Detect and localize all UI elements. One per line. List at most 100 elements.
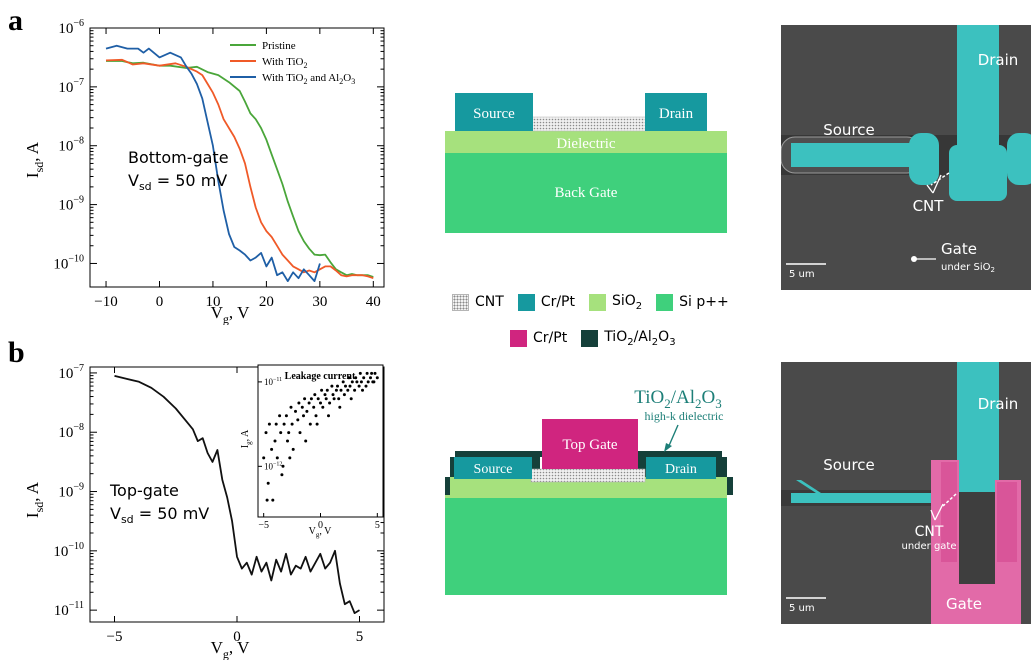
inset-point (370, 371, 374, 375)
plot-b-xtick-label: 0 (233, 629, 241, 645)
schematic-top-gate: Top Gate Source Drain TiO2/Al2O3 high-k … (445, 387, 733, 595)
sem-b-source-spur (796, 480, 821, 493)
inset-point (282, 422, 286, 426)
plot-a-series-2-line (105, 44, 321, 283)
sem-b-cnt-label: CNT (915, 524, 944, 540)
plot-b-ylabel: Isd, A (23, 481, 46, 518)
inset-point (327, 414, 330, 418)
inset-point (265, 498, 269, 502)
legend-topgate-crpt-label: Cr/Pt (533, 330, 568, 347)
plot-a-ytick-label: 10−6 (58, 18, 84, 37)
inset-point (324, 397, 328, 401)
cnt-swatch (452, 293, 469, 311)
schematic-b-highk-note: high-k dielectric (645, 409, 724, 423)
sem-b-source-trace (791, 493, 941, 503)
legend-crpt-label: Cr/Pt (540, 294, 575, 311)
inset-point (287, 431, 291, 435)
inset-leakage-content: −5 0 5 10−11 10−12 (257, 364, 384, 531)
inset-point (284, 414, 288, 418)
panel-letter-b: b (8, 336, 25, 369)
inset-point (325, 388, 329, 392)
plot-b-xlabel: Vg, V (211, 638, 250, 660)
schematic-b-topgate-label: Top Gate (562, 437, 618, 453)
plot-a-axes-frame (89, 27, 385, 288)
inset-point (281, 464, 285, 468)
inset-point (288, 456, 292, 460)
inset-point (291, 447, 295, 451)
inset-point (348, 384, 352, 388)
back-gate-layer (445, 153, 727, 233)
plot-a-xtick-label: −10 (94, 294, 117, 310)
plot-bottom-gate-content: −10 0 10 20 30 40 10−10 10−9 10−8 10−7 10−6 (53, 18, 385, 310)
sem-a-cnt-label: CNT (913, 197, 945, 215)
highk-swatch (581, 329, 599, 347)
source-electrode-b (454, 457, 532, 479)
inset-point (364, 384, 368, 388)
inset-point (274, 422, 278, 426)
inset-point (320, 388, 324, 392)
inset-point (308, 422, 312, 426)
plot-a-xtick-label: 40 (366, 294, 381, 310)
dielectric-layer (445, 131, 727, 153)
inset-point (270, 447, 274, 451)
inset-point (353, 388, 357, 392)
plot-a-series-0-line (106, 60, 374, 278)
inset-ylabel: Ig, A (240, 429, 253, 448)
schematic-a-source-label: Source (473, 106, 515, 122)
sem-a-source-trace (791, 143, 911, 167)
schematic-b-drain-label: Drain (665, 462, 697, 477)
sem-a-drain-label: Drain (978, 51, 1019, 69)
inset-point (349, 397, 353, 401)
sem-b-gate-gap (959, 492, 995, 584)
plot-a-ytick-label: 10−10 (53, 253, 84, 272)
inset-point (302, 414, 305, 418)
cnt-channel-b (530, 468, 646, 483)
cnt-channel (530, 116, 648, 132)
sem-a-source-pad (909, 133, 939, 185)
inset-point (290, 422, 294, 426)
inset-point (365, 371, 369, 375)
plot-a-xlabel: Vg, V (211, 303, 250, 325)
top-gate-electrode (542, 419, 638, 469)
inset-point (304, 439, 308, 443)
topgate-crpt-swatch (510, 329, 527, 347)
sem-b-cnt-note: under gate (901, 541, 956, 552)
inset-point (273, 439, 277, 443)
inset-leakage-current: −5 0 5 10−11 10−12 Leakage current Vg, V Ig,… (240, 364, 384, 539)
substrate-layer-b (445, 498, 727, 595)
schematic-a-dielectric-label: Dielectric (556, 136, 615, 152)
inset-point (305, 409, 309, 413)
schematic-b-highk-arrowhead (664, 443, 672, 452)
legend-si-label: Si p++ (679, 294, 729, 311)
plot-a-legend: Pristine With TiO2 With TiO2 and Al2O3 (230, 40, 355, 86)
plot-a-ytick-label: 10−9 (58, 195, 84, 214)
inset-point (321, 405, 325, 409)
inset-point (373, 371, 377, 375)
inset-point (369, 376, 372, 380)
sem-a-right-pad (1007, 133, 1031, 185)
inset-point (359, 380, 363, 384)
plot-top-gate: −5 0 5 10−11 10−10 10−9 10−8 10−7 Top-gate Vsd … (23, 363, 385, 660)
inset-point (328, 401, 332, 405)
inset-point (316, 397, 320, 401)
inset-point (303, 397, 307, 401)
sem-a-source-label: Source (823, 121, 875, 139)
inset-point (357, 384, 361, 388)
inset-xtick-label: 0 (318, 520, 323, 531)
sem-b-drain-finger (957, 362, 999, 492)
plot-a-xtick-label: 10 (205, 294, 220, 310)
inset-point (278, 414, 282, 418)
inset-point (342, 393, 346, 397)
plot-a-ytick-label: 10−8 (58, 136, 84, 155)
source-electrode (455, 93, 533, 131)
inset-point (337, 397, 341, 401)
inset-point (264, 431, 268, 435)
inset-point (344, 384, 347, 388)
inset-point (262, 456, 266, 460)
inset-point (372, 380, 376, 384)
inset-point (315, 422, 319, 426)
plot-a-annotation-2: Vsd = 50 mV (128, 171, 227, 193)
dielectric-layer-b (445, 477, 727, 498)
inset-point (280, 473, 284, 477)
legend-label-pristine: Pristine (262, 40, 296, 52)
